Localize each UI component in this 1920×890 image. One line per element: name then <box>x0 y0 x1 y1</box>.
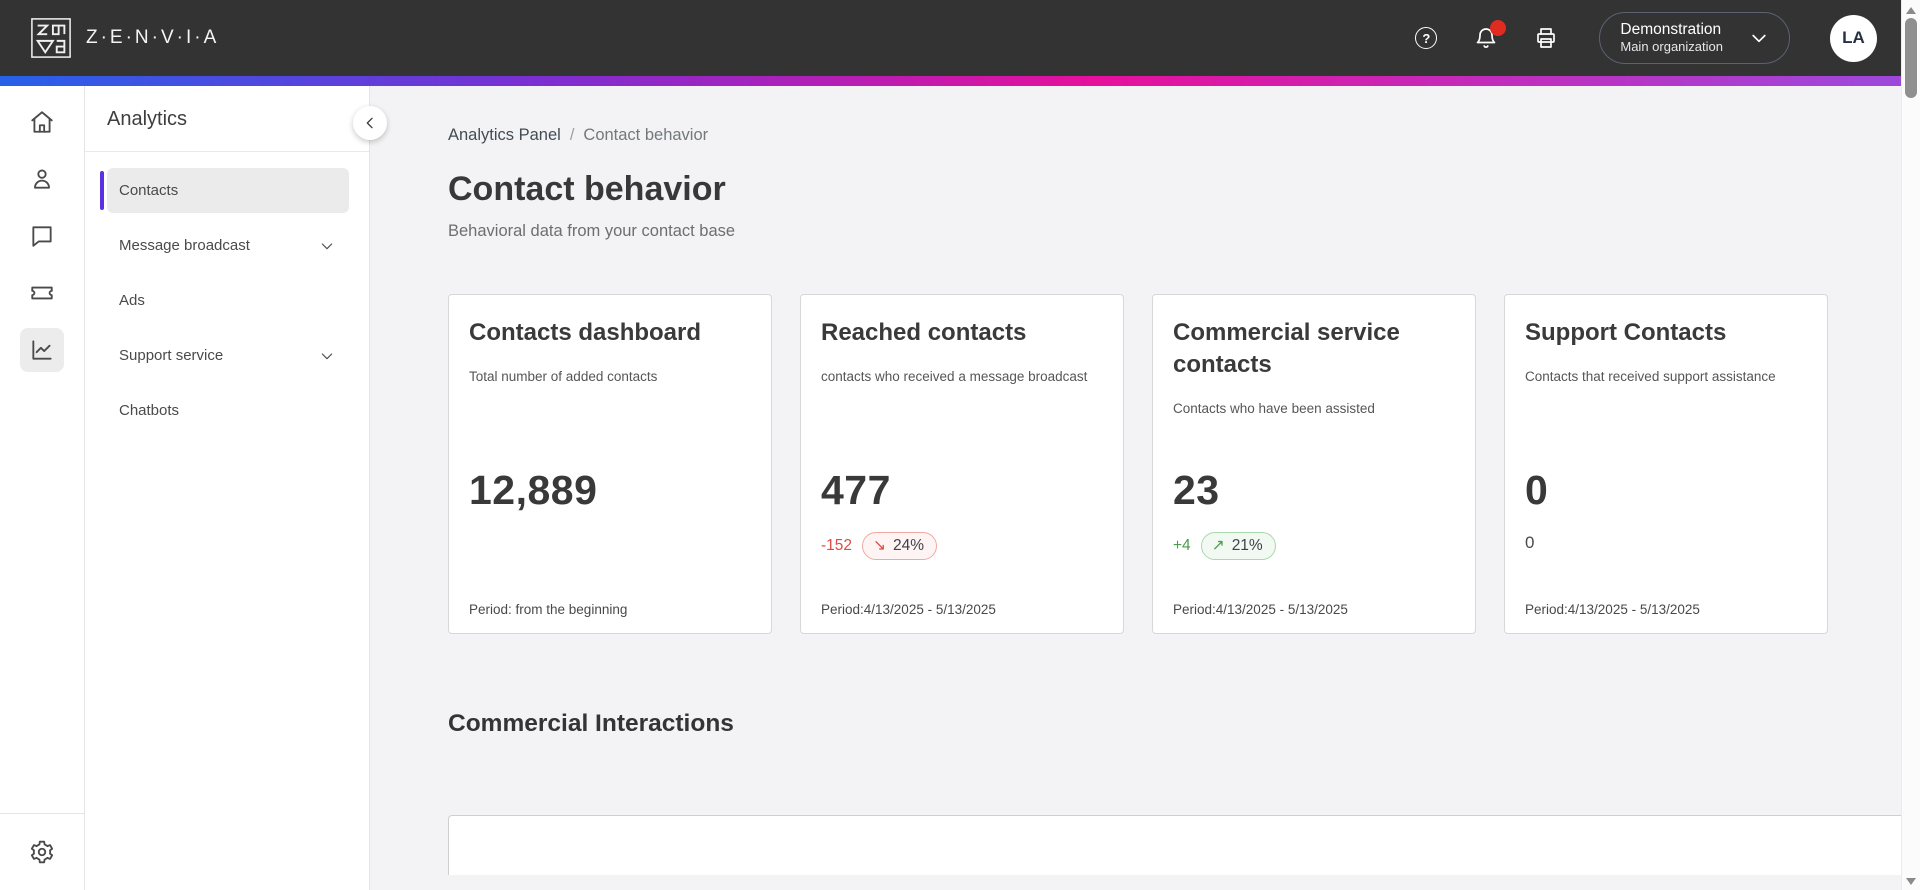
sidebar-item-support-service[interactable]: Support service <box>107 333 349 378</box>
organization-labels: Demonstration Main organization <box>1620 20 1723 56</box>
rail-item-conversations[interactable] <box>20 214 64 258</box>
bell-icon <box>1477 28 1496 48</box>
chevron-left-icon <box>366 117 373 129</box>
rail-item-analytics[interactable] <box>20 328 64 372</box>
sidebar-item-label: Message broadcast <box>119 237 250 254</box>
page-title: Contact behavior <box>448 170 726 208</box>
sidebar-item-message-broadcast[interactable]: Message broadcast <box>107 223 349 268</box>
card-title: Reached contacts <box>821 319 1027 346</box>
card-commercial-service-contacts: Commercial service contacts Contacts who… <box>1152 294 1476 634</box>
rail-divider <box>0 813 85 814</box>
trend-percent: 24% <box>893 536 925 554</box>
breadcrumb-analytics-panel[interactable]: Analytics Panel <box>448 126 561 144</box>
line-chart-icon <box>32 340 52 360</box>
sidebar-item-contacts[interactable]: Contacts <box>100 168 349 213</box>
organization-subtitle: Main organization <box>1620 39 1723 55</box>
app-body: Analytics Contacts Message broadcast Ads… <box>0 86 1920 890</box>
notification-badge-dot <box>1490 20 1507 36</box>
card-period: Period: from the beginning <box>469 602 628 617</box>
kpi-cards-row: Contacts dashboard Total number of added… <box>448 294 1920 634</box>
sidebar-list: Contacts Message broadcast Ads Support s… <box>85 152 369 433</box>
chat-bubble-icon <box>32 226 52 247</box>
card-value: 0 <box>1525 467 1549 513</box>
card-period: Period:4/13/2025 - 5/13/2025 <box>821 602 996 617</box>
card-value: 477 <box>821 467 891 513</box>
breadcrumb-separator: / <box>569 126 575 144</box>
scroll-down-arrow-icon[interactable] <box>1906 878 1916 885</box>
commercial-interactions-card <box>448 815 1912 875</box>
card-title: Contacts dashboard <box>469 319 702 346</box>
organization-switcher[interactable]: Demonstration Main organization <box>1599 11 1790 65</box>
person-icon <box>34 169 50 189</box>
zenvia-logo-icon <box>31 18 71 58</box>
sidebar-divider <box>85 151 369 152</box>
ticket-icon <box>31 286 53 300</box>
card-secondary-value: 0 <box>1525 533 1535 552</box>
card-contacts-dashboard: Contacts dashboard Total number of added… <box>448 294 772 634</box>
sidebar-item-label: Ads <box>119 292 145 309</box>
sidebar-item-label: Support service <box>119 347 224 364</box>
notifications-button[interactable] <box>1473 20 1507 51</box>
rail-item-settings[interactable] <box>20 830 64 874</box>
card-description: Contacts that received support assistanc… <box>1525 368 1776 384</box>
user-avatar[interactable]: LA <box>1830 14 1877 62</box>
home-icon <box>31 111 53 133</box>
sidebar-item-label: Contacts <box>119 182 179 199</box>
sidebar-item-ads[interactable]: Ads <box>107 278 349 323</box>
card-description: Total number of added contacts <box>469 368 658 384</box>
card-support-contacts: Support Contacts Contacts that received … <box>1504 294 1828 634</box>
main-content: Analytics Panel / Contact behavior Conta… <box>370 86 1920 890</box>
sidebar-collapse-button[interactable] <box>353 106 387 140</box>
gear-icon <box>30 840 54 864</box>
sidebar-item-chatbots[interactable]: Chatbots <box>107 388 349 433</box>
trend-percent: 21% <box>1231 536 1263 554</box>
section-title-commercial-interactions: Commercial Interactions <box>448 710 734 737</box>
card-description: Contacts who have been assisted <box>1173 400 1375 416</box>
delta-value: +4 <box>1173 537 1191 554</box>
scrollbar-thumb[interactable] <box>1905 18 1917 98</box>
trend-badge: ↘ 24% <box>862 532 938 560</box>
rail-bottom <box>0 814 85 890</box>
trend-up-icon: ↗ <box>1211 537 1225 554</box>
brand-wordmark: Z·E·N·V·I·A <box>86 27 220 48</box>
card-period: Period:4/13/2025 - 5/13/2025 <box>1525 602 1700 617</box>
breadcrumb: Analytics Panel / Contact behavior <box>448 126 1920 145</box>
rail-item-home[interactable] <box>20 100 64 144</box>
rail-item-contacts[interactable] <box>20 157 64 201</box>
trend-down-icon: ↘ <box>873 537 887 554</box>
printer-icon <box>1537 28 1556 48</box>
card-period: Period:4/13/2025 - 5/13/2025 <box>1173 602 1348 617</box>
topbar-actions: ? Demonstration Main organization <box>1413 11 1877 65</box>
sidebar-title: Analytics <box>107 108 188 130</box>
sidebar-item-label: Chatbots <box>119 402 180 419</box>
zenvia-brand[interactable]: Z·E·N·V·I·A <box>30 17 219 59</box>
rail-item-tickets[interactable] <box>20 271 64 315</box>
topbar: Z·E·N·V·I·A ? Demonstration Main organiz… <box>0 0 1920 76</box>
trend-badge: ↗ 21% <box>1200 532 1276 560</box>
card-reached-contacts: Reached contacts contacts who received a… <box>800 294 1124 634</box>
organization-name: Demonstration <box>1620 20 1722 38</box>
card-delta-row: -152 ↘ 24% <box>821 532 938 560</box>
print-button[interactable] <box>1533 25 1559 51</box>
card-delta-row: +4 ↗ 21% <box>1173 532 1276 560</box>
help-icon: ? <box>1415 27 1438 49</box>
icon-rail <box>0 86 85 890</box>
scroll-up-arrow-icon[interactable] <box>1906 7 1916 14</box>
page-subtitle: Behavioral data from your contact base <box>448 222 736 240</box>
vertical-scrollbar[interactable] <box>1901 0 1920 890</box>
card-title: Commercial service contacts <box>1173 319 1400 378</box>
card-title: Support Contacts <box>1525 319 1727 346</box>
card-value: 12,889 <box>469 467 598 513</box>
card-description: contacts who received a message broadcas… <box>821 368 1088 384</box>
breadcrumb-current: Contact behavior <box>583 126 709 144</box>
chevron-down-icon <box>321 242 333 249</box>
delta-value: -152 <box>821 537 853 554</box>
card-value: 23 <box>1173 467 1220 513</box>
brand-gradient-bar <box>0 76 1920 86</box>
chevron-down-icon <box>1752 34 1766 42</box>
chevron-down-icon <box>321 352 333 359</box>
analytics-sidebar: Analytics Contacts Message broadcast Ads… <box>85 86 370 890</box>
help-button[interactable]: ? <box>1413 25 1439 51</box>
